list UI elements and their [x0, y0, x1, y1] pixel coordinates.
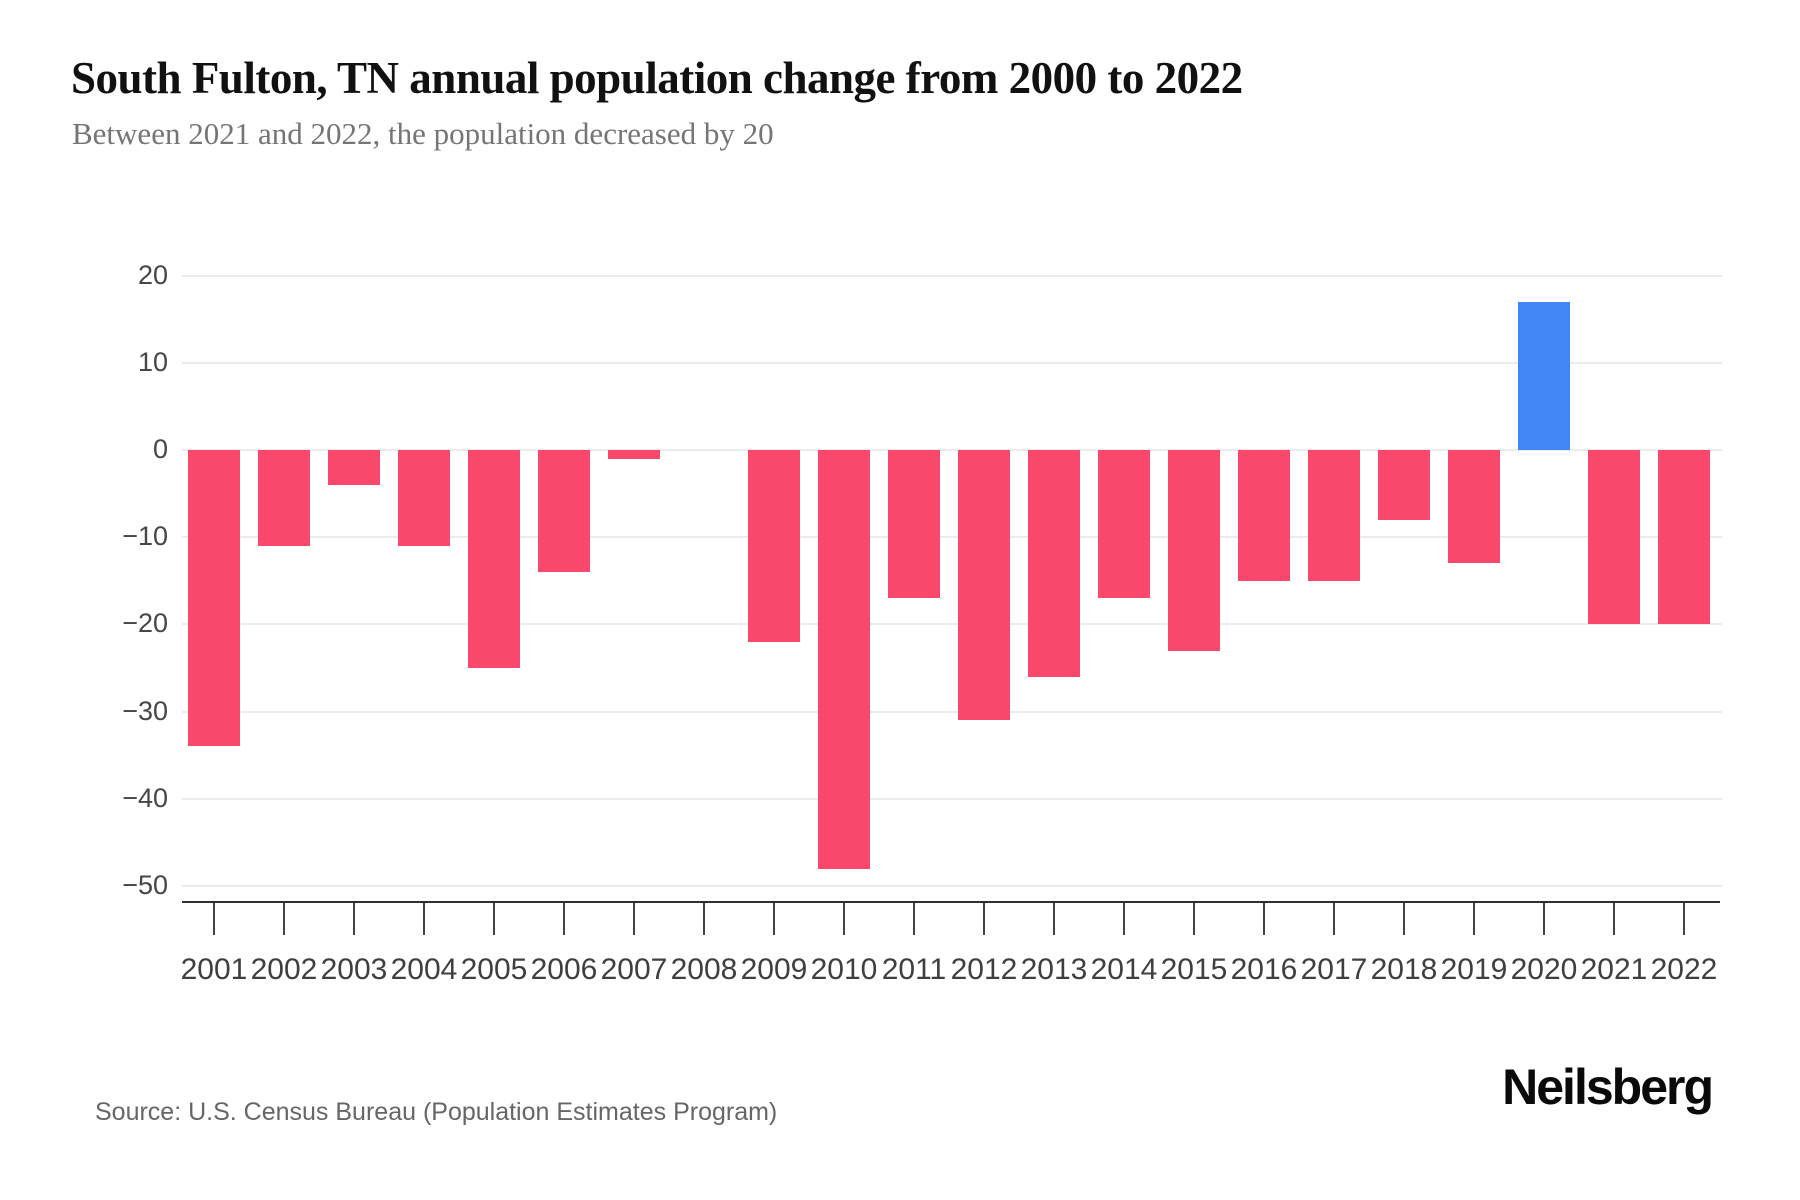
bar-2019[interactable] [1448, 450, 1500, 564]
x-tick-2014 [1123, 903, 1125, 935]
x-tick-label-2017: 2017 [1300, 953, 1368, 986]
bar-2001[interactable] [188, 450, 240, 747]
x-tick-2019 [1473, 903, 1475, 935]
bar-2017[interactable] [1308, 450, 1360, 581]
gridline--30 [182, 710, 1722, 713]
x-tick-label-2003: 2003 [320, 953, 388, 986]
bar-2003[interactable] [328, 450, 380, 485]
x-tick-label-2016: 2016 [1230, 953, 1298, 986]
x-tick-2017 [1333, 903, 1335, 935]
x-tick-label-2022: 2022 [1650, 953, 1718, 986]
x-tick-label-2001: 2001 [180, 953, 248, 986]
x-tick-label-2014: 2014 [1090, 953, 1158, 986]
x-tick-label-2010: 2010 [810, 953, 878, 986]
x-axis-line [182, 901, 1720, 903]
bar-2018[interactable] [1378, 450, 1430, 520]
x-tick-2008 [703, 903, 705, 935]
bar-2022[interactable] [1658, 450, 1710, 625]
y-tick-label-20: 20 [137, 259, 168, 290]
gridline--40 [182, 797, 1722, 800]
bar-2021[interactable] [1588, 450, 1640, 625]
y-tick-label-10: 10 [137, 346, 168, 377]
x-tick-2010 [843, 903, 845, 935]
bar-2013[interactable] [1028, 450, 1080, 677]
chart-title: South Fulton, TN annual population chang… [71, 53, 1243, 103]
bar-2014[interactable] [1098, 450, 1150, 599]
gridline--20 [182, 623, 1722, 626]
gridline-10 [182, 361, 1722, 364]
y-tick-label--10: −10 [122, 521, 168, 552]
x-tick-label-2002: 2002 [250, 953, 318, 986]
x-tick-2007 [633, 903, 635, 935]
x-tick-label-2006: 2006 [530, 953, 598, 986]
x-tick-2020 [1543, 903, 1545, 935]
x-tick-label-2012: 2012 [950, 953, 1018, 986]
y-tick-label--20: −20 [122, 608, 168, 639]
x-tick-2016 [1263, 903, 1265, 935]
bar-2009[interactable] [748, 450, 800, 642]
x-tick-label-2019: 2019 [1440, 953, 1508, 986]
bar-2012[interactable] [958, 450, 1010, 721]
y-tick-label--40: −40 [122, 782, 168, 813]
gridline-0 [182, 449, 1722, 451]
bar-2015[interactable] [1168, 450, 1220, 651]
bar-2002[interactable] [258, 450, 310, 546]
bar-2005[interactable] [468, 450, 520, 668]
x-tick-label-2015: 2015 [1160, 953, 1228, 986]
x-tick-2018 [1403, 903, 1405, 935]
x-tick-label-2011: 2011 [881, 953, 947, 986]
bar-2006[interactable] [538, 450, 590, 573]
x-tick-2022 [1683, 903, 1685, 935]
gridline-20 [182, 274, 1722, 277]
x-tick-2006 [563, 903, 565, 935]
bar-2010[interactable] [818, 450, 870, 869]
y-tick-label--30: −30 [122, 695, 168, 726]
x-tick-2004 [423, 903, 425, 935]
x-tick-2011 [913, 903, 915, 935]
x-tick-label-2018: 2018 [1370, 953, 1438, 986]
x-tick-label-2021: 2021 [1580, 953, 1648, 986]
x-tick-2002 [283, 903, 285, 935]
x-tick-2005 [493, 903, 495, 935]
x-tick-2001 [213, 903, 215, 935]
gridline--50 [182, 885, 1722, 887]
x-tick-label-2005: 2005 [460, 953, 528, 986]
bar-2007[interactable] [608, 450, 660, 459]
x-tick-label-2009: 2009 [740, 953, 808, 986]
x-tick-label-2007: 2007 [600, 953, 668, 986]
x-tick-2009 [773, 903, 775, 935]
y-tick-label--50: −50 [122, 870, 168, 900]
x-tick-label-2004: 2004 [390, 953, 458, 986]
chart-subtitle: Between 2021 and 2022, the population de… [72, 116, 774, 151]
bar-2004[interactable] [398, 450, 450, 546]
bar-2011[interactable] [888, 450, 940, 599]
x-tick-label-2020: 2020 [1510, 953, 1578, 986]
x-tick-2013 [1053, 903, 1055, 935]
y-tick-label-0: 0 [152, 434, 168, 464]
source-text: Source: U.S. Census Bureau (Population E… [95, 1098, 778, 1126]
neilsberg-logo: Neilsberg [1502, 1059, 1714, 1115]
x-tick-2003 [353, 903, 355, 935]
bar-2020[interactable] [1518, 301, 1570, 450]
x-tick-label-2008: 2008 [670, 953, 738, 986]
x-tick-2021 [1613, 903, 1615, 935]
x-tick-2012 [983, 903, 985, 935]
x-tick-label-2013: 2013 [1020, 953, 1088, 986]
bar-2016[interactable] [1238, 450, 1290, 581]
x-tick-2015 [1193, 903, 1195, 935]
gridline--10 [182, 536, 1722, 539]
